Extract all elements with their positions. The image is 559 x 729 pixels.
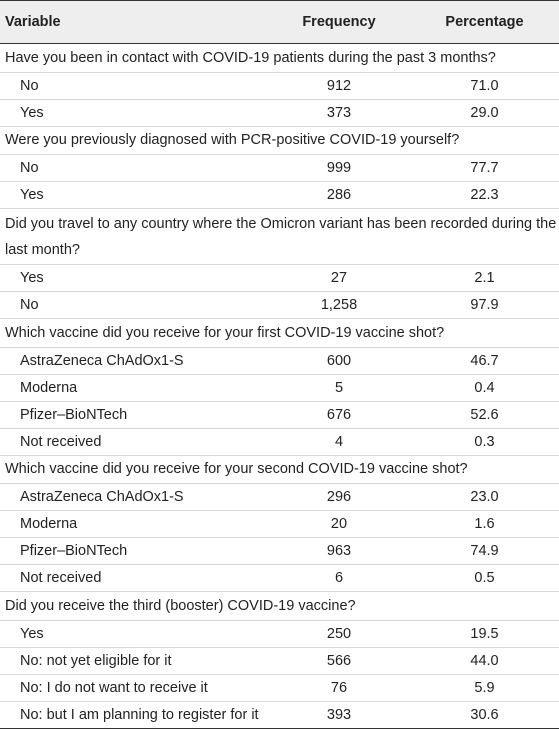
row-percentage: 2.1 <box>474 270 495 286</box>
row-frequency: 20 <box>330 516 348 532</box>
row-frequency: 250 <box>326 625 352 642</box>
row-percentage: 0.5 <box>474 570 495 586</box>
row-percentage: 1.6 <box>474 516 495 532</box>
row-frequency: 296 <box>326 489 352 505</box>
row-frequency: 566 <box>326 652 352 669</box>
row-label: Yes <box>20 625 44 642</box>
table-row: Not received 4 0.3 <box>0 428 559 456</box>
row-label: Yes <box>20 270 44 286</box>
question-row: Have you been in contact with COVID-19 p… <box>0 44 559 73</box>
row-percentage: 46.7 <box>470 352 499 369</box>
row-frequency: 76 <box>330 679 348 696</box>
row-label: No: but I am planning to register for it <box>20 706 259 723</box>
table-row: AstraZeneca ChAdOx1-S 600 46.7 <box>0 347 559 375</box>
table-row: Pfizer–BioNTech 676 52.6 <box>0 401 559 429</box>
question-text: Which vaccine did you receive for your s… <box>5 461 468 478</box>
table-row: Not received 6 0.5 <box>0 565 559 592</box>
row-percentage: 74.9 <box>470 543 499 559</box>
row-label: No <box>20 77 39 94</box>
question-text: Were you previously diagnosed with PCR-p… <box>5 132 460 149</box>
header-frequency: Frequency <box>302 14 376 30</box>
question-text: Did you travel to any country where the … <box>5 216 557 258</box>
row-percentage: 77.7 <box>470 160 499 176</box>
question-row: Were you previously diagnosed with PCR-p… <box>0 126 559 155</box>
row-frequency: 286 <box>326 187 352 203</box>
question-text: Have you been in contact with COVID-19 p… <box>5 49 496 66</box>
question-text: Which vaccine did you receive for your f… <box>5 324 445 341</box>
row-frequency: 4 <box>334 433 344 450</box>
table-row: AstraZeneca ChAdOx1-S 296 23.0 <box>0 484 559 511</box>
question-row: Which vaccine did you receive for your s… <box>0 455 559 484</box>
row-label: Not received <box>20 433 102 450</box>
row-label: Moderna <box>20 379 78 396</box>
table-row: Moderna 5 0.4 <box>0 374 559 402</box>
row-frequency: 373 <box>326 104 352 121</box>
row-frequency: 676 <box>326 406 352 423</box>
table-row: Pfizer–BioNTech 963 74.9 <box>0 538 559 565</box>
row-percentage: 29.0 <box>470 104 499 121</box>
table-row: Yes 250 19.5 <box>0 620 559 648</box>
row-label: Pfizer–BioNTech <box>20 543 128 559</box>
table-row: No 912 71.0 <box>0 72 559 100</box>
question-text: Did you receive the third (booster) COVI… <box>5 597 356 614</box>
row-percentage: 30.6 <box>470 706 499 723</box>
row-label: Not received <box>20 570 102 586</box>
table-header: Variable Frequency Percentage <box>0 0 559 44</box>
row-percentage: 0.4 <box>474 379 495 396</box>
table-row: Yes 373 29.0 <box>0 99 559 127</box>
row-label: AstraZeneca ChAdOx1-S <box>20 489 184 505</box>
row-percentage: 71.0 <box>470 77 499 94</box>
table-row: No 1,258 97.9 <box>0 292 559 319</box>
row-frequency: 6 <box>334 570 344 586</box>
header-variable: Variable <box>5 14 61 30</box>
row-percentage: 44.0 <box>470 652 499 669</box>
header-percentage: Percentage <box>445 14 524 30</box>
row-percentage: 52.6 <box>470 406 499 423</box>
table-row: Yes 286 22.3 <box>0 182 559 209</box>
row-label: AstraZeneca ChAdOx1-S <box>20 352 184 369</box>
table-row: No: I do not want to receive it 76 5.9 <box>0 674 559 702</box>
question-row: Did you travel to any country where the … <box>0 209 559 265</box>
table-row: No: not yet eligible for it 566 44.0 <box>0 647 559 675</box>
row-label: Moderna <box>20 516 78 532</box>
row-frequency: 5 <box>334 379 344 396</box>
row-frequency: 912 <box>326 77 352 94</box>
row-percentage: 19.5 <box>470 625 499 642</box>
row-frequency: 600 <box>326 352 352 369</box>
table-row: No: but I am planning to register for it… <box>0 701 559 729</box>
row-frequency: 999 <box>326 160 352 176</box>
row-label: No: not yet eligible for it <box>20 652 172 669</box>
table-row: No 999 77.7 <box>0 155 559 182</box>
row-frequency: 963 <box>326 543 352 559</box>
question-row: Did you receive the third (booster) COVI… <box>0 592 559 621</box>
row-frequency: 27 <box>330 270 348 286</box>
row-label: No <box>20 160 39 176</box>
row-percentage: 97.9 <box>470 297 499 313</box>
row-percentage: 5.9 <box>474 679 495 696</box>
row-percentage: 0.3 <box>474 433 495 450</box>
table-row: Yes 27 2.1 <box>0 265 559 292</box>
row-label: Yes <box>20 104 44 121</box>
row-label: Yes <box>20 187 44 203</box>
row-percentage: 23.0 <box>470 489 499 505</box>
question-row: Which vaccine did you receive for your f… <box>0 319 559 348</box>
table-row: Moderna 20 1.6 <box>0 511 559 538</box>
row-label: No: I do not want to receive it <box>20 679 208 696</box>
row-label: No <box>20 297 39 313</box>
row-label: Pfizer–BioNTech <box>20 406 128 423</box>
row-percentage: 22.3 <box>470 187 499 203</box>
row-frequency: 393 <box>326 706 352 723</box>
row-frequency: 1,258 <box>320 297 358 313</box>
